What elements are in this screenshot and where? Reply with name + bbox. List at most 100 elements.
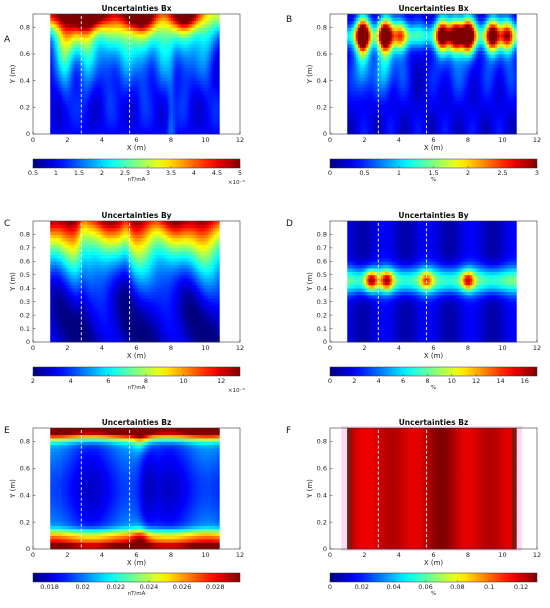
x-tick-label: 10: [498, 551, 506, 559]
colorbar-tick-label: 0.04: [386, 583, 400, 591]
colorbar-tick-label: 4.5: [212, 169, 222, 177]
y-tick-label: 0: [26, 130, 30, 138]
y-tick-label: 0.1: [20, 325, 30, 333]
edge-band-right: [512, 428, 517, 549]
y-tick-label: 0.8: [317, 438, 327, 446]
panel-letter: B: [286, 15, 292, 25]
colorbar-unit: %: [431, 177, 436, 183]
x-tick-label: 4: [397, 344, 401, 352]
y-axis-label: Y (m): [306, 479, 314, 499]
colorbar-tick-label: 0.1: [484, 583, 494, 591]
chart-title: Uncertainties By: [398, 211, 468, 220]
x-tick-label: 6: [134, 551, 138, 559]
colorbar-tick-label: 4: [192, 169, 196, 177]
x-tick-label: 0: [328, 551, 332, 559]
x-tick-label: 2: [65, 136, 69, 144]
x-tick-label: 0: [31, 551, 35, 559]
x-tick-label: 12: [533, 551, 541, 559]
y-tick-label: 0.3: [20, 298, 30, 306]
x-axis-label: X (m): [424, 559, 444, 567]
x-tick-label: 4: [397, 551, 401, 559]
y-tick-label: 0.8: [317, 231, 327, 239]
colorbar-tick-label: 0.06: [418, 583, 432, 591]
x-tick-label: 2: [362, 551, 366, 559]
x-tick-label: 10: [201, 551, 209, 559]
heatmap-cells: [347, 14, 517, 135]
colorbar-tick-label: 0.02: [355, 583, 369, 591]
colorbar-tick-label: 0.026: [173, 583, 192, 591]
x-tick-label: 8: [169, 136, 173, 144]
colorbar-tick-label: 16: [521, 377, 529, 385]
x-tick-label: 8: [169, 344, 173, 352]
y-tick-label: 0.6: [20, 50, 30, 58]
colorbar-exponent: ×10⁻³: [228, 179, 245, 186]
y-tick-label: 0.6: [20, 465, 30, 473]
colorbar-tick-label: 0.024: [140, 583, 159, 591]
y-tick-label: 0: [323, 545, 327, 553]
x-axis-label: X (m): [424, 352, 444, 360]
panel-letter: C: [4, 219, 10, 229]
colorbar-unit: nT/mA: [128, 177, 146, 183]
y-tick-label: 0.8: [20, 231, 30, 239]
chart-title: Uncertainties Bx: [398, 4, 468, 13]
y-tick-label: 0.6: [317, 258, 327, 266]
x-axis-label: X (m): [127, 352, 147, 360]
colorbar-tick-label: 3: [146, 169, 150, 177]
x-tick-label: 8: [169, 551, 173, 559]
chart-panel-c: C Uncertainties By 0 2 4 6 8 10 12 0 0.1 0.2 0.3 0.4 0…: [4, 211, 245, 394]
panel-letter: F: [286, 426, 291, 436]
colorbar-tick-label: 6: [401, 377, 405, 385]
colorbar-tick-label: 4: [377, 377, 381, 385]
x-tick-label: 6: [431, 551, 435, 559]
colorbar-tick-label: 2: [352, 377, 356, 385]
x-tick-label: 10: [201, 136, 209, 144]
y-axis-label: Y (m): [306, 272, 314, 292]
colorbar-tick-label: 3.5: [166, 169, 176, 177]
colorbar-tick-label: 1.5: [74, 169, 84, 177]
y-axis-label: Y (m): [9, 272, 17, 292]
colorbar-unit: nT/mA: [128, 385, 146, 391]
x-tick-label: 4: [397, 136, 401, 144]
x-axis-label: X (m): [424, 144, 444, 152]
y-tick-label: 0.7: [20, 244, 30, 252]
y-tick-label: 0.1: [317, 325, 327, 333]
colorbar-tick-label: 8: [425, 377, 429, 385]
y-tick-label: 0.6: [317, 50, 327, 58]
colorbar-tick-label: 0.028: [206, 583, 225, 591]
colorbar-tick-label: 0.5: [28, 169, 38, 177]
colorbar-tick-label: 6: [106, 377, 110, 385]
y-tick-label: 0.6: [20, 258, 30, 266]
colorbar-tick-label: 3: [535, 169, 539, 177]
colorbar-exponent: ×10⁻³: [228, 387, 245, 394]
colorbar-tick-label: 0: [328, 377, 332, 385]
y-axis-label: Y (m): [9, 479, 17, 499]
colorbar-tick-label: 0.02: [75, 583, 89, 591]
y-tick-label: 0.2: [317, 311, 327, 319]
colorbar-tick-label: 2: [100, 169, 104, 177]
colorbar-tick-label: 0: [328, 169, 332, 177]
panel-letter: A: [4, 35, 11, 45]
chart-panel-f: F Uncertainties Bz 0 2 4 6 8 10 12 0 0.2 0.4 0.6 0.8 X…: [286, 418, 541, 597]
y-tick-label: 0.2: [20, 104, 30, 112]
edge-band-left: [347, 428, 352, 549]
x-tick-label: 2: [65, 344, 69, 352]
heatmap-cells: [347, 428, 517, 550]
chart-panel-d: D Uncertainties By 0 2 4 6 8 10 12 0 0.1 0.2 0.3 0.4 0…: [286, 211, 541, 391]
y-tick-label: 0.4: [317, 284, 327, 292]
x-tick-label: 10: [498, 344, 506, 352]
x-tick-label: 10: [498, 136, 506, 144]
colorbar-tick-label: 0.08: [450, 583, 464, 591]
y-tick-label: 0.3: [317, 298, 327, 306]
x-tick-label: 0: [328, 344, 332, 352]
colorbar-tick-label: 2.5: [120, 169, 130, 177]
colorbar-tick-label: 12: [217, 377, 225, 385]
colorbar-tick-label: 2.5: [497, 169, 507, 177]
panel-letter: D: [286, 219, 293, 229]
y-axis-label: Y (m): [9, 64, 17, 84]
y-tick-label: 0.2: [317, 518, 327, 526]
x-tick-label: 2: [362, 344, 366, 352]
y-tick-label: 0.8: [20, 438, 30, 446]
colorbar: [32, 158, 241, 169]
